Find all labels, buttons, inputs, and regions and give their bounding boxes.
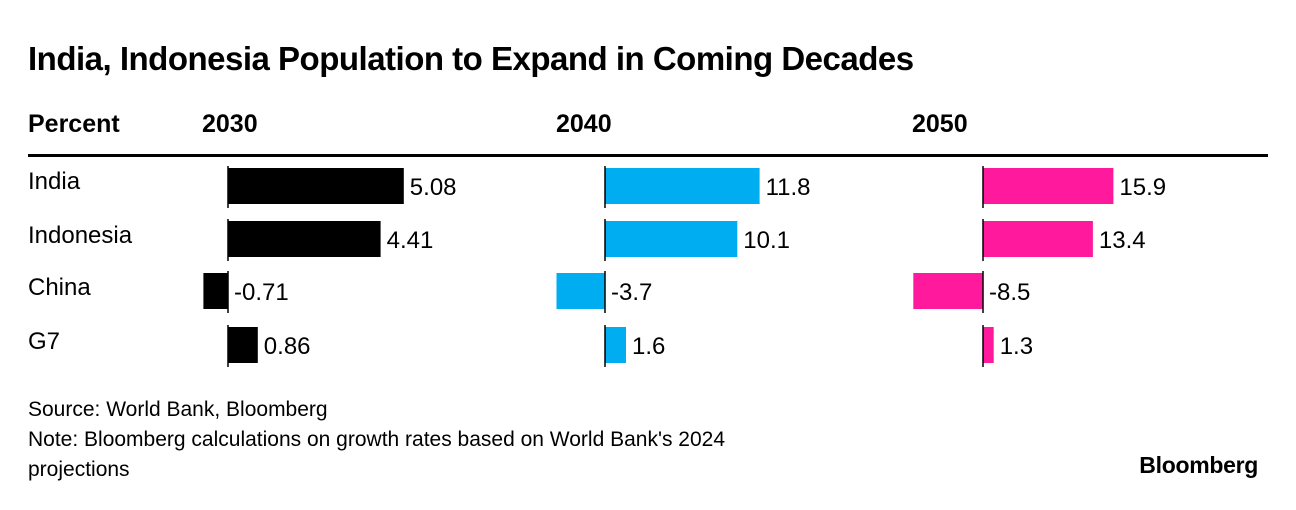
value-label-2040-g7: 1.6 (632, 333, 665, 360)
bar-2050-g7 (983, 327, 994, 363)
bar-2050-china (913, 273, 983, 309)
bar-2040-g7 (605, 327, 626, 363)
bar-2050-india (983, 168, 1114, 204)
note-line-2: projections (28, 458, 130, 481)
bar-2050-indonesia (983, 221, 1093, 257)
bloomberg-logo: Bloomberg (1139, 452, 1258, 478)
panel-header-2050: 2050 (912, 110, 968, 138)
unit-label: Percent (28, 110, 120, 138)
bar-2030-g7 (228, 327, 258, 363)
value-label-2050-india: 15.9 (1119, 174, 1166, 201)
panel-header-2040: 2040 (556, 110, 612, 138)
row-label-indonesia: Indonesia (28, 222, 133, 249)
value-label-2050-china: -8.5 (989, 279, 1030, 306)
source-note: Source: World Bank, Bloomberg (28, 398, 328, 421)
value-label-2030-india: 5.08 (410, 174, 457, 201)
value-label-2030-china: -0.71 (234, 279, 289, 306)
bar-2040-china (556, 273, 605, 309)
value-label-2030-indonesia: 4.41 (387, 227, 434, 254)
note-line-1: Note: Bloomberg calculations on growth r… (28, 428, 726, 451)
bar-2040-india (605, 168, 760, 204)
bar-2030-india (228, 168, 404, 204)
value-label-2050-indonesia: 13.4 (1099, 227, 1146, 254)
chart-title: India, Indonesia Population to Expand in… (28, 40, 914, 77)
value-label-2040-china: -3.7 (611, 279, 652, 306)
header-rule (28, 154, 1268, 157)
value-label-2040-indonesia: 10.1 (743, 227, 790, 254)
bar-2030-china (203, 273, 228, 309)
bar-2040-indonesia (605, 221, 738, 257)
row-label-india: India (28, 168, 81, 195)
row-label-g7: G7 (28, 328, 61, 355)
panel-header-2030: 2030 (202, 110, 258, 138)
value-label-2030-g7: 0.86 (264, 333, 311, 360)
row-label-china: China (28, 274, 91, 301)
value-label-2040-india: 11.8 (766, 174, 811, 201)
bar-2030-indonesia (228, 221, 381, 257)
value-label-2050-g7: 1.3 (1000, 333, 1033, 360)
